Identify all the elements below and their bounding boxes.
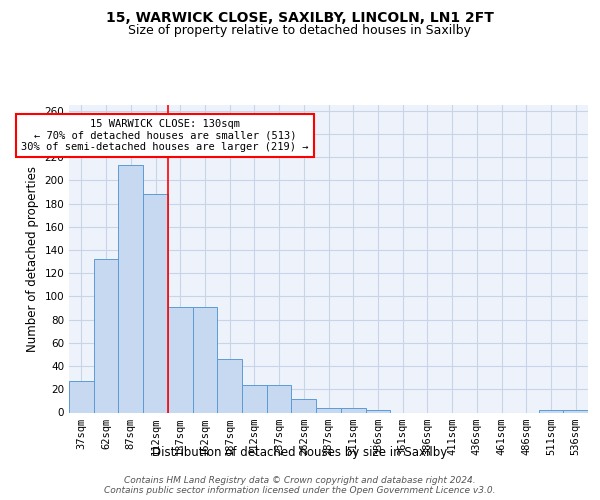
Bar	[316, 408, 341, 412]
Bar	[143, 194, 168, 412]
Bar	[341, 408, 365, 412]
Y-axis label: Number of detached properties: Number of detached properties	[26, 166, 39, 352]
Bar	[292, 398, 316, 412]
Bar	[94, 260, 118, 412]
Text: 15, WARWICK CLOSE, SAXILBY, LINCOLN, LN1 2FT: 15, WARWICK CLOSE, SAXILBY, LINCOLN, LN1…	[106, 11, 494, 25]
Text: 15 WARWICK CLOSE: 130sqm
← 70% of detached houses are smaller (513)
30% of semi-: 15 WARWICK CLOSE: 130sqm ← 70% of detach…	[21, 119, 309, 152]
Bar	[539, 410, 563, 412]
Bar	[242, 384, 267, 412]
Bar	[69, 381, 94, 412]
Bar	[563, 410, 588, 412]
Bar	[267, 384, 292, 412]
Bar	[168, 307, 193, 412]
Bar	[365, 410, 390, 412]
Bar	[118, 166, 143, 412]
Text: Distribution of detached houses by size in Saxilby: Distribution of detached houses by size …	[152, 446, 448, 459]
Bar	[193, 307, 217, 412]
Bar	[217, 359, 242, 412]
Text: Size of property relative to detached houses in Saxilby: Size of property relative to detached ho…	[128, 24, 472, 37]
Text: Contains HM Land Registry data © Crown copyright and database right 2024.
Contai: Contains HM Land Registry data © Crown c…	[104, 476, 496, 495]
